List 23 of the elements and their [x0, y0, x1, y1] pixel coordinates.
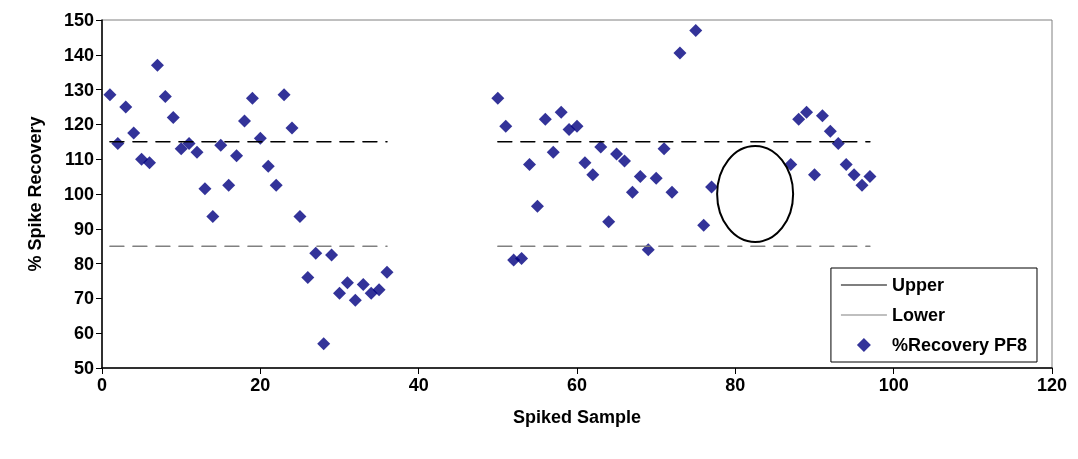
- y-tick-label: 80: [73, 253, 94, 274]
- x-tick-label: 40: [408, 375, 429, 395]
- y-tick-label: 60: [73, 323, 94, 344]
- y-tick-label: 110: [64, 149, 94, 170]
- y-tick-label: 90: [73, 218, 94, 239]
- y-tick-label: 120: [63, 114, 94, 135]
- legend-label: %Recovery PF8: [891, 335, 1028, 355]
- x-tick-label: 0: [96, 375, 108, 395]
- y-tick-label: 70: [73, 288, 94, 309]
- x-axis-title: Spiked Sample: [512, 407, 642, 427]
- x-tick-label: 120: [1036, 375, 1068, 395]
- x-tick-label: 20: [250, 375, 271, 395]
- y-tick-label: 100: [63, 184, 94, 204]
- y-tick-label: 50: [73, 358, 94, 378]
- y-tick-label: 130: [63, 79, 94, 100]
- legend-label: Lower: [891, 305, 945, 325]
- y-tick-label: 150: [63, 10, 94, 30]
- x-tick-label: 60: [566, 375, 588, 395]
- y-tick-label: 140: [63, 44, 94, 65]
- x-tick-label: 100: [878, 375, 909, 395]
- legend-label: Upper: [891, 275, 944, 295]
- y-axis-title: % Spike Recovery: [25, 116, 45, 272]
- x-tick-label: 80: [725, 375, 746, 395]
